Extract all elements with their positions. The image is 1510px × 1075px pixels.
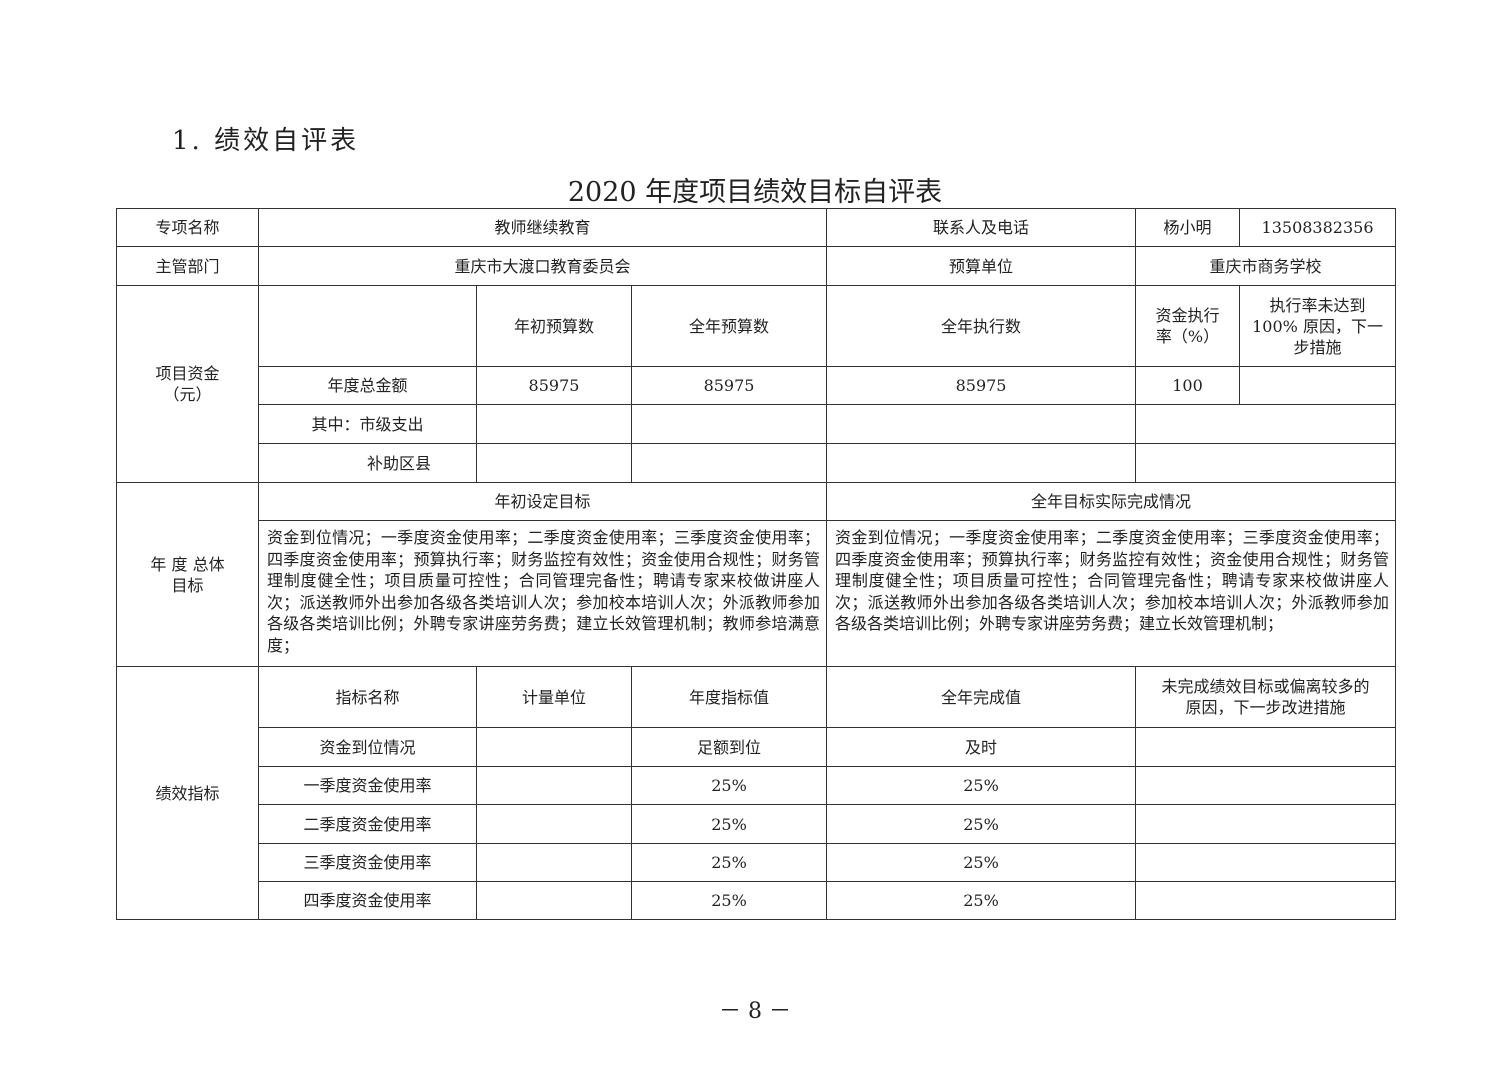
contact-name: 杨小明 [1135, 208, 1241, 247]
evaluation-table: 专项名称 教师继续教育 联系人及电话 杨小明 13508382356 主管部门 … [116, 208, 1397, 920]
indicator-note [1135, 804, 1397, 844]
indicator-target: 25% [630, 881, 828, 920]
actual-goals-text: 资金到位情况；一季度资金使用率；二季度资金使用率；三季度资金使用率；四季度资金使… [826, 520, 1397, 667]
label-cell: 预算单位 [826, 246, 1137, 286]
indicator-name: 三季度资金使用率 [258, 843, 477, 882]
table-row: 年度总金额 85975 85975 85975 100 [117, 366, 1397, 405]
budget-unit: 重庆市商务学校 [1135, 246, 1397, 286]
indicator-unit [476, 804, 632, 844]
table-row: 三季度资金使用率 25% 25% [117, 843, 1397, 882]
header-cell: 全年目标实际完成情况 [826, 482, 1397, 521]
empty-cell [258, 285, 477, 367]
value-cell: 85975 [826, 366, 1137, 405]
table-row: 年 度 总体目标 年初设定目标 全年目标实际完成情况 [116, 482, 1397, 667]
table-row: 项目资金（元） 年初预算数 全年预算数 全年执行数 资金执行率（%） 执行率未达… [116, 285, 1397, 483]
header-cell: 执行率未达到100% 原因，下一步措施 [1239, 285, 1397, 367]
indicator-target: 25% [630, 804, 828, 844]
table-row: 绩效指标 指标名称 计量单位 年度指标值 全年完成值 未完成绩效目标或偏离较多的… [116, 666, 1397, 920]
page-number: － 8 － [719, 999, 791, 1024]
indicator-name: 资金到位情况 [258, 727, 477, 767]
table-row: 资金到位情况 足额到位 及时 [117, 727, 1397, 767]
value-cell: 85975 [476, 366, 632, 405]
indicator-unit [476, 881, 632, 920]
empty-cell [826, 443, 1137, 483]
empty-cell [630, 443, 828, 483]
table-row: 一季度资金使用率 25% 25% [117, 766, 1397, 805]
indicator-actual: 25% [826, 804, 1137, 844]
empty-cell [1239, 366, 1397, 405]
label-cell: 专项名称 [116, 208, 259, 247]
empty-cell [826, 404, 1137, 444]
indicator-unit [476, 727, 632, 767]
header-cell: 全年预算数 [630, 285, 828, 367]
contact-phone: 13508382356 [1239, 208, 1397, 247]
table-row: 其中：市级支出 [117, 404, 1397, 444]
indicator-note [1135, 727, 1397, 767]
label-cell: 绩效指标 [116, 666, 259, 920]
indicator-actual: 25% [826, 766, 1137, 805]
empty-cell [1135, 443, 1397, 483]
header-cell: 年初预算数 [476, 285, 632, 367]
empty-cell [630, 404, 828, 444]
project-name: 教师继续教育 [257, 208, 828, 247]
header-cell: 年度指标值 [630, 666, 828, 728]
table-row: 资金到位情况；一季度资金使用率；二季度资金使用率；三季度资金使用率；四季度资金使… [117, 520, 1397, 667]
header-cell: 计量单位 [476, 666, 632, 728]
indicator-target: 足额到位 [630, 727, 828, 767]
header-cell: 年初设定目标 [257, 482, 828, 521]
section-heading: 1. 绩效自评表 [172, 126, 360, 156]
label-cell: 年度总金额 [258, 366, 477, 405]
table-row: 专项名称 教师继续教育 联系人及电话 杨小明 13508382356 [116, 208, 1397, 247]
table-row: 四季度资金使用率 25% 25% [117, 881, 1397, 920]
label-cell: 年 度 总体目标 [116, 482, 259, 667]
value-cell: 85975 [630, 366, 828, 405]
indicator-name: 四季度资金使用率 [258, 881, 477, 920]
indicator-actual: 及时 [826, 727, 1137, 767]
table-row: 主管部门 重庆市大渡口教育委员会 预算单位 重庆市商务学校 [116, 246, 1397, 286]
indicator-unit [476, 766, 632, 805]
header-cell: 全年执行数 [826, 285, 1137, 367]
label-cell: 补助区县 [258, 443, 477, 483]
indicator-note [1135, 766, 1397, 805]
indicator-actual: 25% [826, 881, 1137, 920]
table-title: 2020 年度项目绩效目标自评表 [567, 177, 943, 208]
header-cell: 全年完成值 [826, 666, 1137, 728]
set-goals-text: 资金到位情况；一季度资金使用率；二季度资金使用率；三季度资金使用率；四季度资金使… [257, 520, 828, 667]
empty-cell [476, 443, 632, 483]
label-cell: 项目资金（元） [116, 285, 259, 483]
table-row: 补助区县 [117, 443, 1397, 483]
label-cell: 联系人及电话 [826, 208, 1137, 247]
header-cell: 资金执行率（%） [1135, 285, 1241, 367]
empty-cell [476, 404, 632, 444]
label-cell: 主管部门 [116, 246, 259, 286]
indicator-note [1135, 881, 1397, 920]
department: 重庆市大渡口教育委员会 [257, 246, 828, 286]
indicator-target: 25% [630, 766, 828, 805]
indicator-name: 一季度资金使用率 [258, 766, 477, 805]
indicator-note [1135, 843, 1397, 882]
header-cell: 未完成绩效目标或偏离较多的原因，下一步改进措施 [1135, 666, 1397, 728]
indicator-name: 二季度资金使用率 [258, 804, 477, 844]
indicator-unit [476, 843, 632, 882]
label-cell: 其中：市级支出 [258, 404, 477, 444]
header-cell: 指标名称 [258, 666, 477, 728]
table-row: 二季度资金使用率 25% 25% [117, 804, 1397, 844]
indicator-actual: 25% [826, 843, 1137, 882]
value-cell: 100 [1135, 366, 1241, 405]
empty-cell [1135, 404, 1397, 444]
indicator-target: 25% [630, 843, 828, 882]
